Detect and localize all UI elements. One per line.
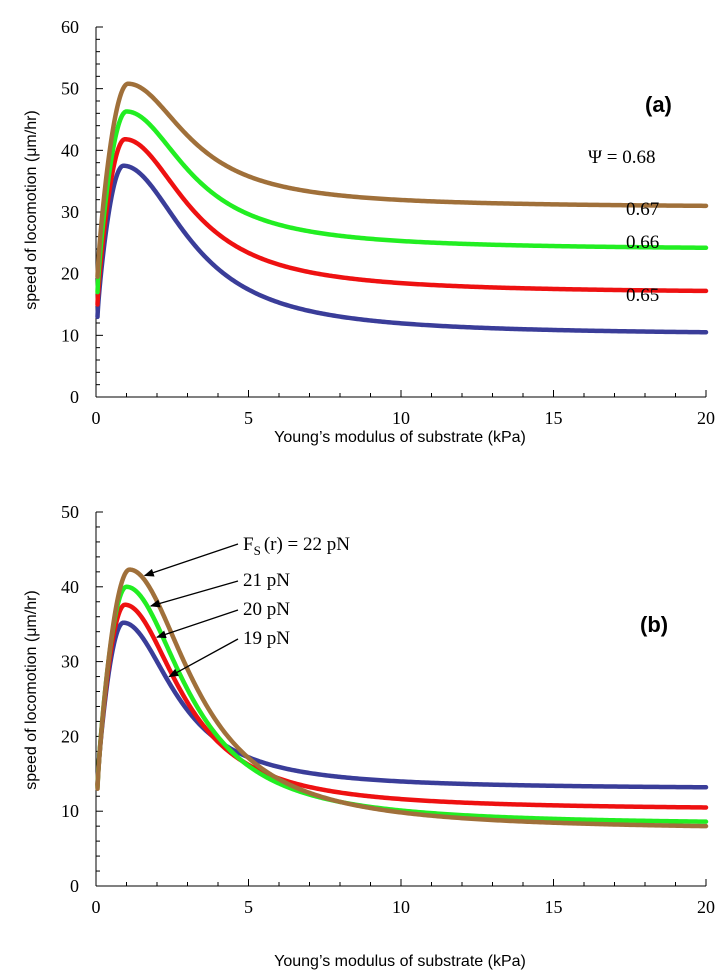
y-tick-label: 30 [61,652,79,672]
y-tick-label: 30 [61,202,79,222]
series-line-0-67 [95,109,709,295]
annotation-20pn: 20 pN [243,599,290,620]
x-tick-label: 10 [392,408,410,428]
y-tick-label: 0 [70,876,79,896]
x-tick-label: 20 [697,897,715,917]
panel-b-arrows [143,543,239,678]
annotation-arrow [168,638,239,678]
y-tick-label: 0 [70,387,79,407]
panel-a-series [95,81,709,335]
x-tick-label: 0 [92,897,101,917]
series-line-21-pn [95,584,709,824]
annotation-065: 0.65 [626,285,659,306]
annotation-fs-rest: (r) = 22 pN [264,534,350,555]
panel-b-axes: 0 5 10 15 20 0 10 20 30 40 50 [61,502,715,917]
panel-b-label: (b) [640,612,668,637]
annotation-psi-068: Ψ = 0.68 [588,147,655,168]
y-tick-label: 50 [61,502,79,522]
annotation-066: 0.66 [626,232,659,253]
annotation-067: 0.67 [626,199,659,220]
series-line--0-68 [95,81,709,279]
y-tick-label: 10 [61,325,79,345]
x-tick-label: 5 [244,897,253,917]
annotation-19pn: 19 pN [243,628,290,649]
series-line-19-pn [95,620,709,790]
series-line-fs-r-22-pn [95,567,709,829]
series-line-20-pn [95,602,709,810]
panel-a-label: (a) [645,92,672,117]
panel-a-xlabel: Young’s modulus of substrate (kPa) [274,429,526,446]
panel-a: 0 5 10 15 20 0 10 20 30 40 50 60 (a) Young’s modulu… [23,17,715,446]
panel-a-axes: 0 5 10 15 20 0 10 20 30 40 50 60 [61,17,715,428]
x-tick-label: 15 [545,897,563,917]
x-tick-label: 15 [545,408,563,428]
panel-b-series [95,567,709,829]
annotation-arrow [143,543,239,577]
y-tick-label: 40 [61,577,79,597]
x-tick-label: 5 [244,408,253,428]
panel-b-xlabel: Young’s modulus of substrate (kPa) [274,953,526,970]
annotation-fs-subscript: S [254,543,261,558]
series-line-0-66 [95,136,709,307]
annotation-fs-f: F [243,534,254,555]
x-tick-label: 0 [92,408,101,428]
panel-a-ylabel: speed of locomotion (μm/hr) [23,110,40,310]
y-tick-label: 40 [61,140,79,160]
annotation-21pn: 21 pN [243,570,290,591]
annotation-arrow [149,580,239,608]
series-line-0-65 [95,163,709,335]
y-tick-label: 20 [61,726,79,746]
annotation-fs-22pn: FS (r) = 22 pN [243,534,350,558]
y-tick-label: 20 [61,264,79,284]
y-tick-label: 60 [61,17,79,37]
y-tick-label: 10 [61,801,79,821]
panel-b-ylabel: speed of locomotion (μm/hr) [23,590,40,790]
panel-b: 0 5 10 15 20 0 10 20 30 40 50 (b) Young’s modulus … [23,502,715,970]
x-tick-label: 10 [392,897,410,917]
annotation-arrow [156,609,239,639]
x-tick-label: 20 [697,408,715,428]
y-tick-label: 50 [61,79,79,99]
